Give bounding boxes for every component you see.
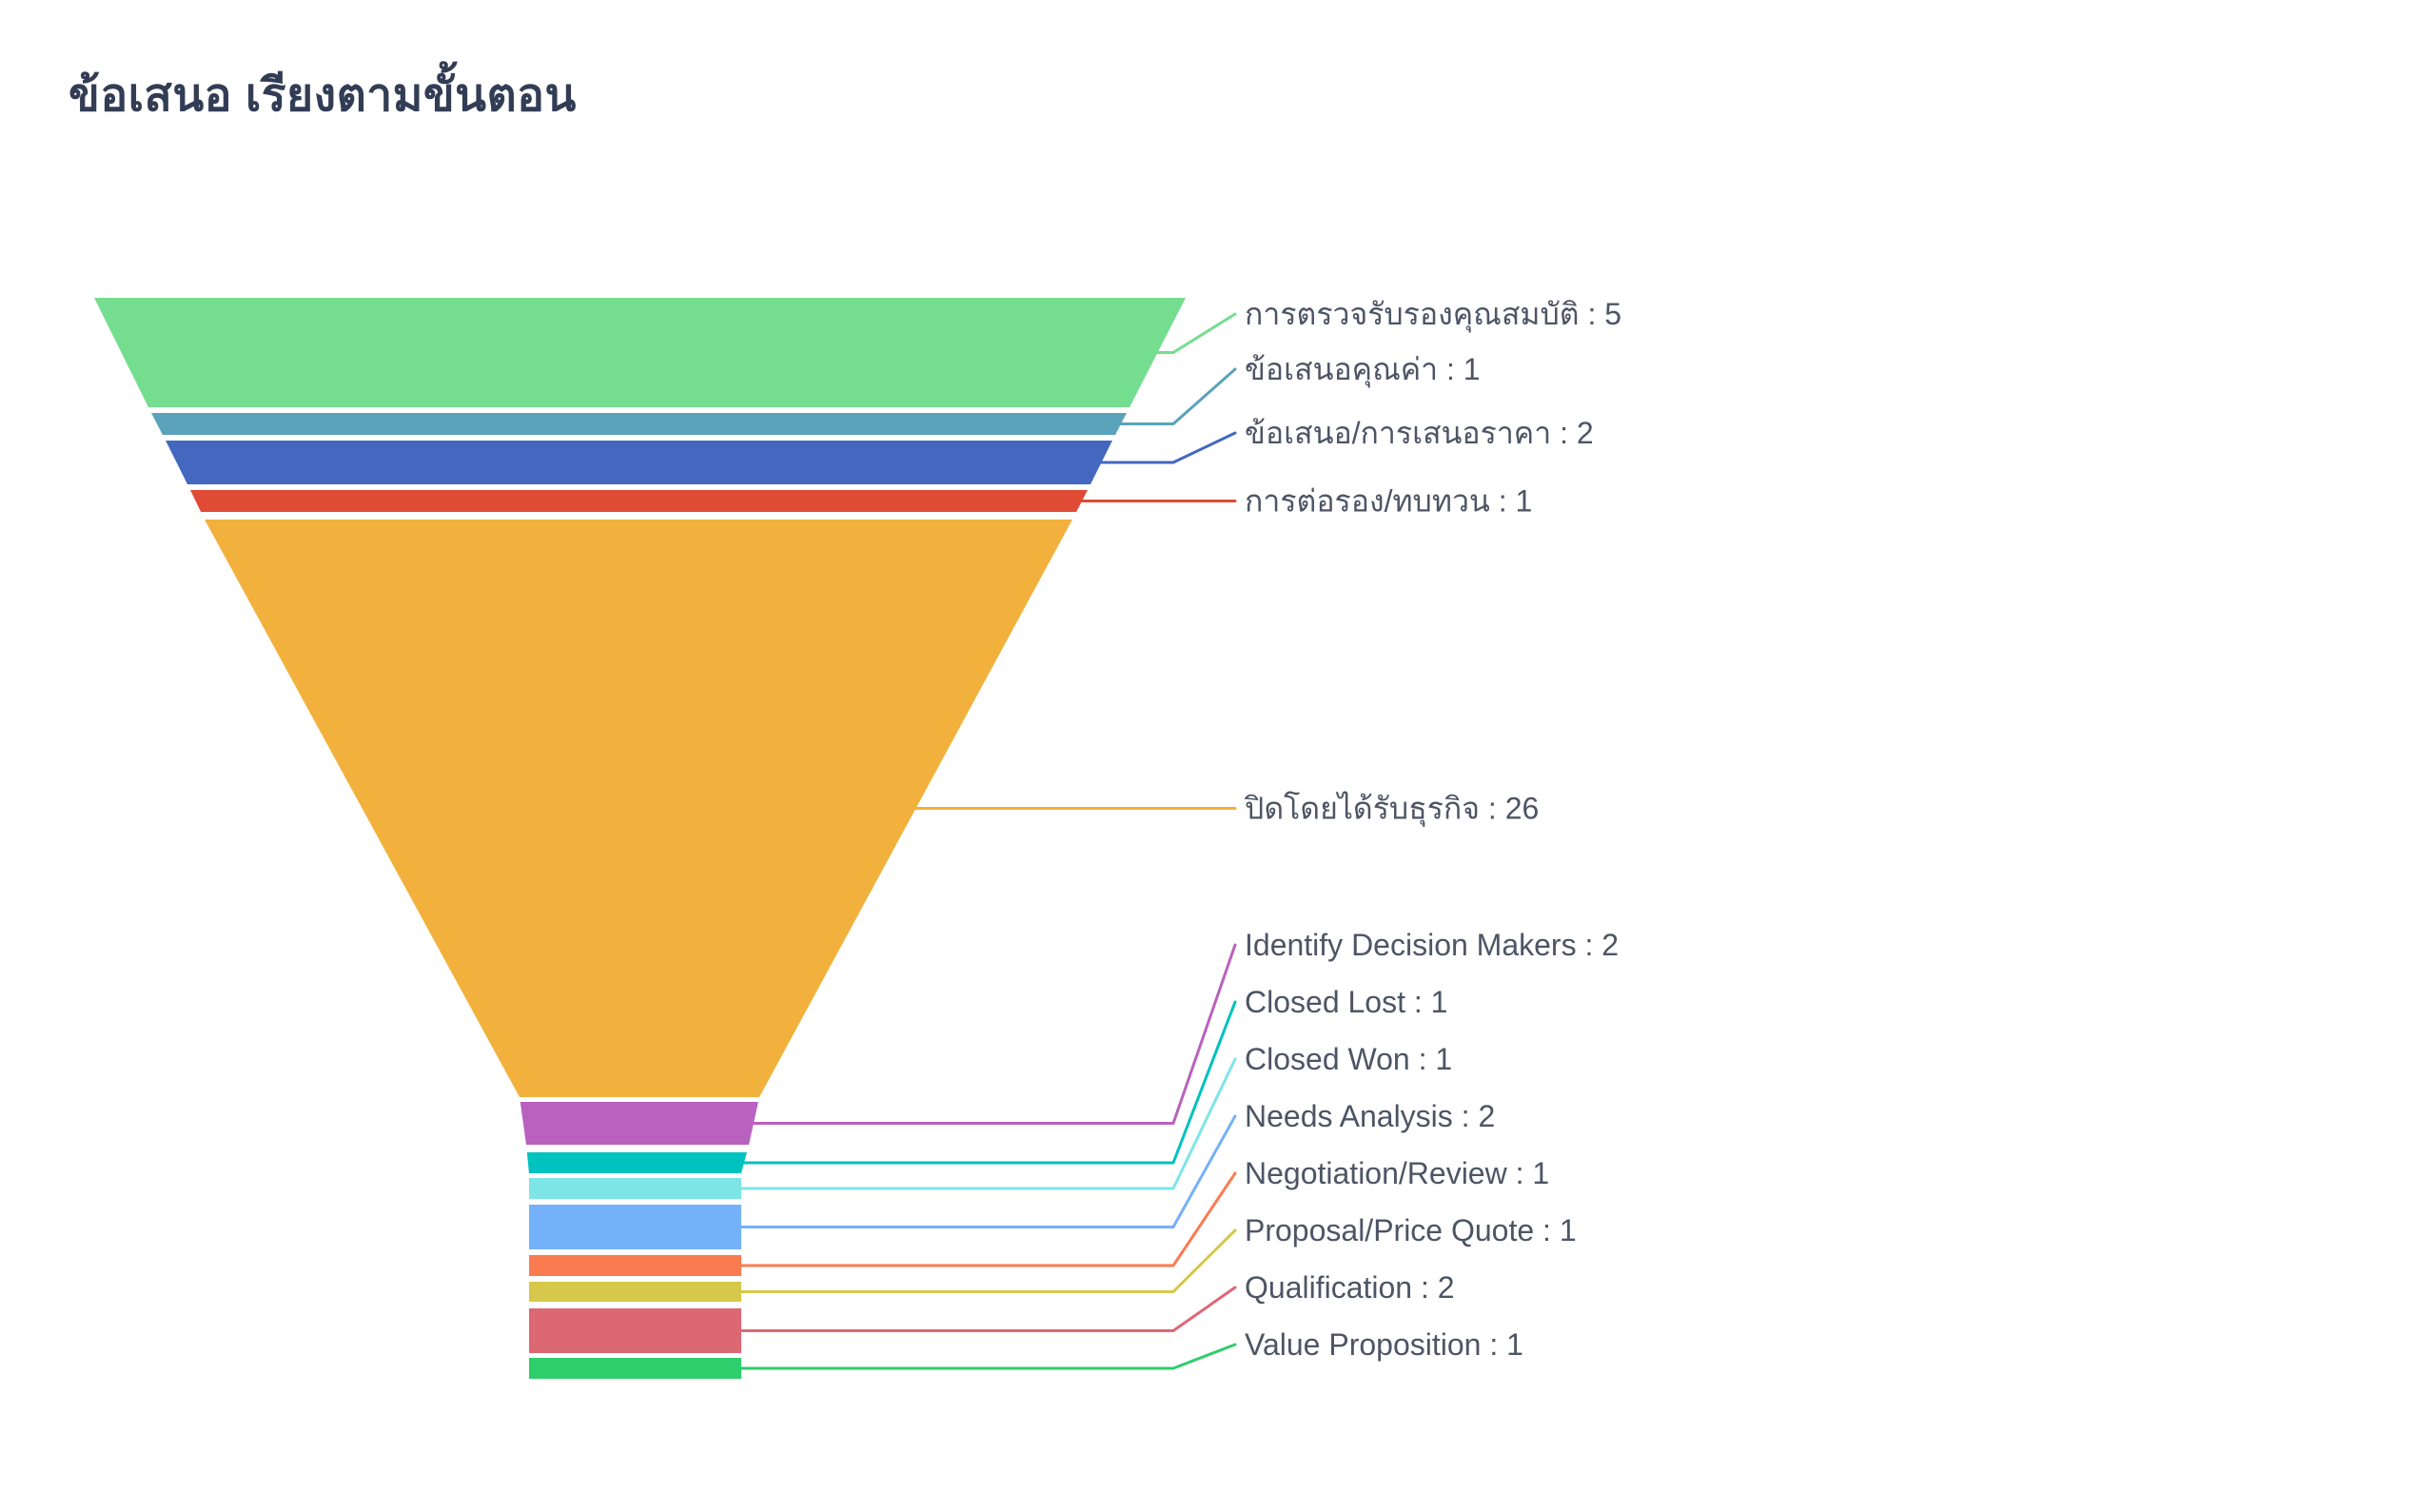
funnel-slice-7[interactable] [526,1152,747,1173]
slice-label-12: Qualification : 2 [1245,1270,1455,1305]
funnel-slice-4[interactable] [190,490,1088,512]
slice-label-1: การตรวจรับรองคุณสมบัติ : 5 [1245,297,1621,333]
funnel-slice-6[interactable] [520,1102,758,1145]
slice-label-8: Closed Won : 1 [1245,1042,1452,1076]
funnel-slice-12[interactable] [529,1308,741,1353]
label-connector-13 [738,1343,1237,1370]
label-connector-1 [1155,312,1237,354]
label-connector-7 [738,1000,1237,1165]
funnel-slice-1[interactable] [94,298,1186,407]
chart-title: ข้อเสนอ เรียงตามขั้นตอน [69,70,577,121]
label-connector-3 [1099,431,1237,464]
slice-label-11: Proposal/Price Quote : 1 [1245,1213,1577,1247]
slice-label-10: Negotiation/Review : 1 [1245,1156,1549,1190]
label-connector-11 [738,1228,1237,1293]
slice-label-2: ข้อเสนอคุณค่า : 1 [1245,352,1481,388]
slice-label-13: Value Proposition : 1 [1245,1327,1523,1362]
label-connector-8 [738,1057,1237,1190]
funnel-slice-9[interactable] [529,1205,741,1249]
label-connector-12 [738,1286,1237,1332]
funnel-slice-11[interactable] [529,1282,741,1302]
slice-label-3: ข้อเสนอ/การเสนอราคา : 2 [1245,416,1594,450]
slice-label-6: Identify Decision Makers : 2 [1245,928,1619,962]
label-connector-6 [738,943,1237,1125]
slice-label-7: Closed Lost : 1 [1245,985,1447,1019]
funnel-slice-10[interactable] [529,1255,741,1276]
funnel-slice-5[interactable] [205,520,1072,1097]
label-connector-9 [738,1114,1237,1228]
slice-label-5: ปิดโดยได้รับธุรกิจ : 26 [1244,792,1539,828]
funnel-slice-8[interactable] [529,1178,741,1199]
funnel-slice-13[interactable] [529,1358,741,1379]
funnel-slice-2[interactable] [151,413,1127,435]
slice-label-4: การต่อรอง/ทบทวน : 1 [1245,484,1532,519]
label-connector-10 [738,1171,1237,1267]
slice-label-9: Needs Analysis : 2 [1245,1099,1495,1133]
funnel-slice-3[interactable] [166,441,1112,484]
label-connector-2 [1118,367,1237,425]
